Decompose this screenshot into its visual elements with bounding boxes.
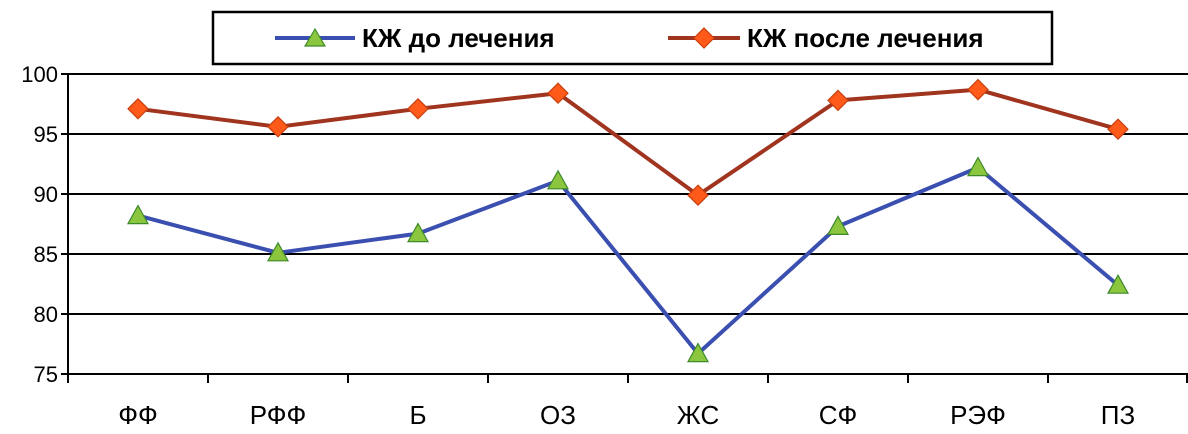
x-category-label: РЭФ	[950, 400, 1006, 430]
legend: КЖ до лечения КЖ после лечения	[211, 10, 1054, 66]
y-tick-label: 85	[34, 242, 58, 267]
x-category-label: ФФ	[118, 400, 158, 430]
data-point-series-2	[547, 82, 569, 105]
x-category-label: ЖС	[677, 400, 720, 430]
data-point-series-1	[826, 215, 850, 235]
series-layer	[126, 78, 1130, 363]
data-point-series-1	[1106, 273, 1130, 294]
series-line-2	[137, 87, 1119, 198]
y-axis: 75 80 85 90 95 100	[21, 62, 69, 387]
data-point-series-1	[406, 222, 430, 243]
x-category-label: Б	[409, 400, 426, 430]
data-point-series-2	[827, 89, 849, 112]
series-line-1	[137, 165, 1120, 356]
legend-marker-series-2	[693, 27, 715, 49]
data-point-series-2	[127, 97, 149, 120]
y-tick-label: 75	[34, 362, 58, 387]
y-tick-label: 90	[34, 182, 58, 207]
y-tick-label: 95	[34, 122, 58, 147]
data-point-series-2	[967, 78, 989, 101]
data-point-series-1	[686, 342, 710, 363]
x-axis: ФФ РФФ Б ОЗ ЖС СФ РЭФ ПЗ	[67, 374, 1188, 430]
x-category-label: ОЗ	[540, 400, 576, 430]
x-category-label: СФ	[819, 400, 858, 430]
data-point-series-1	[126, 204, 150, 225]
data-point-series-2	[407, 97, 429, 120]
legend-label-series-2: КЖ после лечения	[747, 23, 984, 53]
data-point-series-2	[687, 184, 709, 207]
data-point-series-1	[966, 156, 990, 177]
data-point-series-2	[267, 115, 289, 138]
y-tick-label: 80	[34, 302, 58, 327]
x-category-label: РФФ	[250, 400, 307, 430]
legend-box	[211, 10, 1054, 66]
x-category-label: ПЗ	[1101, 400, 1135, 430]
legend-marker-series-1	[303, 27, 327, 47]
data-point-series-1	[546, 169, 570, 190]
grid-lines	[68, 73, 1188, 375]
data-point-series-2	[1107, 118, 1129, 141]
legend-label-series-1: КЖ до лечения	[362, 23, 555, 53]
y-tick-label: 100	[21, 62, 58, 87]
data-point-series-1	[266, 241, 290, 262]
